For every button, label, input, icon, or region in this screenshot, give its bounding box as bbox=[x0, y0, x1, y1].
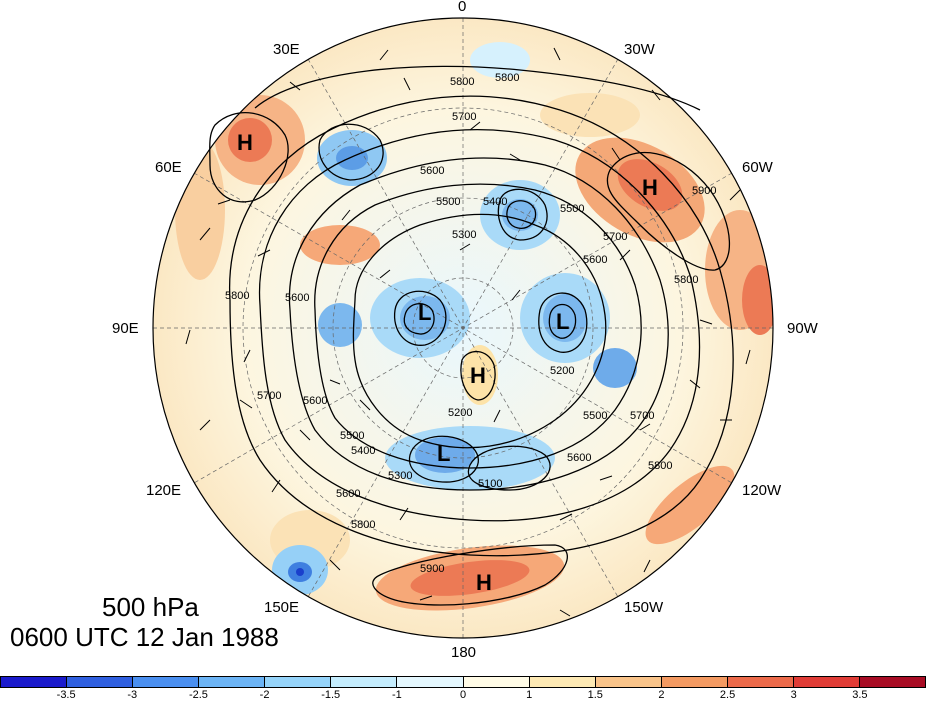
lon-label-30e: 30E bbox=[273, 41, 300, 58]
contour-label: 5500 bbox=[560, 203, 585, 215]
contour-label: 5700 bbox=[603, 231, 628, 243]
colorbar-tick-label: -1.5 bbox=[321, 689, 341, 701]
lon-label-90e: 90E bbox=[112, 320, 139, 337]
colorbar-cell bbox=[1, 677, 68, 687]
high-pressure-marker: H bbox=[642, 175, 658, 200]
height-contours bbox=[209, 65, 734, 606]
contour-label: 5600 bbox=[336, 488, 361, 500]
colorbar-cell bbox=[661, 677, 728, 687]
contour-label: 5400 bbox=[483, 196, 508, 208]
contour-label: 5700 bbox=[257, 390, 282, 402]
map-title-level: 500 hPa bbox=[102, 592, 199, 622]
lon-label-120e: 120E bbox=[146, 482, 182, 499]
graticule bbox=[153, 18, 773, 638]
colorbar-tick-label: 0 bbox=[459, 689, 467, 701]
contour-label: 5100 bbox=[478, 478, 503, 490]
colorbar-cell bbox=[529, 677, 596, 687]
colorbar-cell bbox=[463, 677, 530, 687]
contour-label: 5400 bbox=[351, 445, 376, 457]
contour-label: 5600 bbox=[303, 395, 328, 407]
contour-label: 5600 bbox=[583, 254, 608, 266]
colorbar-cell bbox=[595, 677, 662, 687]
contour-label: 5500 bbox=[583, 410, 608, 422]
colorbar-tick-label: 2.5 bbox=[719, 689, 736, 701]
colorbar-tick-label: -2 bbox=[259, 689, 270, 701]
lon-label-90w: 90W bbox=[787, 320, 818, 337]
lon-label-150w: 150W bbox=[624, 599, 664, 616]
lon-label-0: 0 bbox=[458, 0, 467, 15]
lon-label-60e: 60E bbox=[155, 159, 182, 176]
lon-label-120w: 120W bbox=[742, 482, 782, 499]
contour-label: 5800 bbox=[674, 274, 699, 286]
contour-label: 5800 bbox=[648, 460, 673, 472]
contour-label: 5600 bbox=[567, 452, 592, 464]
contour-label: 5300 bbox=[388, 470, 413, 482]
colorbar-tick-label: -3.5 bbox=[56, 689, 76, 701]
high-pressure-marker: H bbox=[470, 363, 486, 388]
colorbar-tick-label: -3 bbox=[127, 689, 138, 701]
low-pressure-marker: L bbox=[556, 309, 570, 334]
colorbar-cell bbox=[67, 677, 134, 687]
colorbar-cell bbox=[793, 677, 861, 687]
colorbar-cell bbox=[199, 677, 266, 687]
colorbar-cell bbox=[265, 677, 332, 687]
low-pressure-marker: L bbox=[418, 300, 432, 325]
contour-label: 5800 bbox=[351, 519, 376, 531]
low-pressure-marker: L bbox=[437, 441, 451, 466]
lon-label-60w: 60W bbox=[742, 159, 773, 176]
colorbar-tick-label: 3 bbox=[790, 689, 797, 701]
lon-label-180: 180 bbox=[451, 644, 477, 661]
colorbar-tick-label: -2.5 bbox=[188, 689, 208, 701]
contour-label: 5900 bbox=[420, 563, 445, 575]
contour-label: 5700 bbox=[452, 111, 477, 123]
high-pressure-marker: H bbox=[476, 570, 492, 595]
contour-label: 5600 bbox=[420, 165, 445, 177]
colorbar-tick-label: 1.5 bbox=[587, 689, 603, 701]
colorbar-tick-label: 3.5 bbox=[852, 689, 868, 701]
colorbar-tick-labels: -3.5 -3 -2.5 -2 -1.5 -1 0 1 1.5 2 2.5 3 3.5 bbox=[0, 689, 928, 702]
colorbar bbox=[0, 676, 926, 688]
colorbar-cell bbox=[727, 677, 794, 687]
contour-label: 5800 bbox=[225, 290, 250, 302]
contour-label: 5500 bbox=[340, 430, 365, 442]
contour-label: 5600 bbox=[285, 292, 310, 304]
contour-label: 5300 bbox=[452, 229, 477, 241]
contour-label: 5700 bbox=[630, 410, 655, 422]
wind-barbs bbox=[185, 47, 751, 617]
contour-label: 5800 bbox=[450, 76, 475, 88]
colorbar-cell bbox=[860, 677, 926, 687]
contour-label: 5500 bbox=[436, 196, 461, 208]
colorbar-tick-label: 1 bbox=[526, 689, 533, 701]
contour-label: 5200 bbox=[448, 407, 473, 419]
map-boundary bbox=[152, 17, 774, 639]
colorbar-tick-label: -1 bbox=[391, 689, 402, 701]
high-pressure-marker: H bbox=[237, 130, 253, 155]
lon-label-150e: 150E bbox=[264, 599, 300, 616]
contour-label: 5800 bbox=[495, 72, 520, 84]
contour-label: 5900 bbox=[692, 185, 717, 197]
contour-label: 5200 bbox=[550, 365, 575, 377]
colorbar-tick-label: 2 bbox=[658, 689, 665, 701]
map-title-datetime: 0600 UTC 12 Jan 1988 bbox=[10, 622, 279, 652]
colorbar-cell bbox=[397, 677, 464, 687]
lon-label-30w: 30W bbox=[624, 41, 655, 58]
colorbar-cell bbox=[133, 677, 200, 687]
colorbar-cell bbox=[331, 677, 398, 687]
